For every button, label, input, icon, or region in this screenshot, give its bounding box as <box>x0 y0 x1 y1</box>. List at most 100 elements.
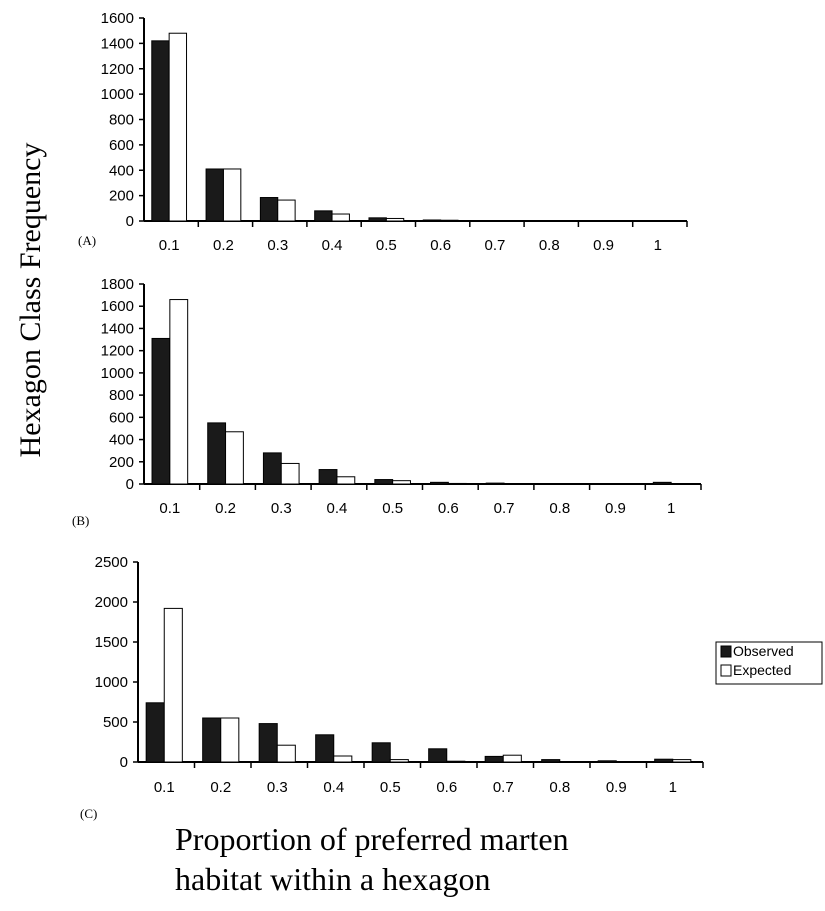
bar-expected-0.3 <box>276 744 296 763</box>
x-tick-label: 0.5 <box>380 779 401 796</box>
x-tick-label: 0.8 <box>549 779 570 796</box>
bar-observed-1 <box>654 758 674 763</box>
x-tick-label: 0.9 <box>606 779 627 796</box>
bar-observed-0.6 <box>422 219 442 222</box>
bar-observed-0.2 <box>202 717 222 763</box>
y-tick-label: 1000 <box>101 86 134 103</box>
y-tick-label: 1000 <box>101 365 134 382</box>
legend-swatch-expected <box>720 664 732 677</box>
x-tick-label: 0.9 <box>593 237 614 254</box>
x-tick-label: 0.8 <box>549 500 570 517</box>
bar-observed-0.8 <box>541 759 561 763</box>
y-tick-label: 600 <box>109 409 134 426</box>
y-tick-label: 800 <box>109 112 134 129</box>
bar-observed-0.3 <box>262 452 282 485</box>
bar-observed-0.1 <box>151 337 171 485</box>
y-tick-label: 400 <box>109 432 134 449</box>
legend-frame <box>715 641 823 685</box>
x-tick-label: 1 <box>654 237 662 254</box>
bar-observed-0.5 <box>374 479 394 485</box>
x-tick-label: 1 <box>669 779 677 796</box>
y-tick-label: 0 <box>126 476 134 493</box>
bar-observed-0.4 <box>315 734 335 763</box>
y-tick-label: 1000 <box>95 674 128 691</box>
y-tick-label: 1400 <box>101 320 134 337</box>
chart-panel-2: 0 200 400 600 800 1000 1200 1400 1600 1800 0.1 0.2 0… <box>72 276 702 528</box>
x-tick-label: 0.3 <box>267 779 288 796</box>
y-tick-label: 400 <box>109 162 134 179</box>
legend-label-observed: Observed <box>733 643 794 659</box>
bar-observed-1 <box>652 481 672 485</box>
bar-expected-0.3 <box>277 199 296 222</box>
bar-expected-0.2 <box>220 717 240 763</box>
panel-label: (C) <box>80 806 97 821</box>
bar-observed-0.6 <box>428 748 448 763</box>
bar-expected-0.3 <box>280 462 300 485</box>
x-tick-label: 0.6 <box>436 779 457 796</box>
y-tick-label: 500 <box>103 714 128 731</box>
x-tick-label: 0.1 <box>159 500 180 517</box>
bar-observed-0.1 <box>145 702 165 763</box>
bar-observed-0.9 <box>597 760 617 763</box>
y-axis-title: Hexagon Class Frequency <box>14 143 47 458</box>
panel-label: (B) <box>72 513 89 528</box>
bar-expected-0.6 <box>446 760 466 763</box>
y-tick-label: 2000 <box>95 594 128 611</box>
x-tick-label: 1 <box>667 500 675 517</box>
x-tick-label: 0.5 <box>382 500 403 517</box>
chart-panel-1: 0 200 400 600 800 1000 1200 1400 1600 0.1 0.2 0.3 0.… <box>78 10 688 254</box>
x-tick-label: 0.9 <box>605 500 626 517</box>
x-tick-label: 0.2 <box>210 779 231 796</box>
y-tick-label: 0 <box>120 754 128 771</box>
x-tick-label: 0.4 <box>323 779 344 796</box>
bar-expected-0.7 <box>502 754 522 763</box>
bar-expected-0.6 <box>440 219 459 222</box>
bar-observed-0.2 <box>207 422 227 485</box>
x-tick-label: 0.6 <box>430 237 451 254</box>
bar-expected-1 <box>672 759 692 763</box>
y-tick-label: 1200 <box>101 61 134 78</box>
x-tick-label: 0.2 <box>215 500 236 517</box>
x-tick-label: 0.4 <box>322 237 343 254</box>
y-tick-label: 600 <box>109 137 134 154</box>
y-tick-label: 1600 <box>101 10 134 27</box>
bar-observed-0.4 <box>318 469 338 485</box>
bar-observed-0.5 <box>368 217 387 222</box>
bar-observed-0.7 <box>484 755 504 763</box>
x-tick-label: 0.4 <box>327 500 348 517</box>
x-tick-label: 0.1 <box>159 237 180 254</box>
x-tick-label: 0.8 <box>539 237 560 254</box>
bar-expected-0.2 <box>225 431 244 485</box>
bar-expected-0.4 <box>331 213 350 222</box>
y-tick-label: 800 <box>109 387 134 404</box>
y-tick-label: 1500 <box>95 634 128 651</box>
y-tick-label: 200 <box>109 454 134 471</box>
legend-swatch-observed <box>720 645 732 658</box>
x-tick-label: 0.3 <box>271 500 292 517</box>
x-tick-label: 0.1 <box>154 779 175 796</box>
bar-expected-0.5 <box>389 759 409 763</box>
y-tick-label: 200 <box>109 188 134 205</box>
x-tick-label: 0.2 <box>213 237 234 254</box>
x-tick-label: 0.7 <box>494 500 515 517</box>
bar-observed-0.3 <box>258 723 278 763</box>
chart-panel-3: 0 500 1000 1500 2000 2500 0.1 0.2 0.3 0.4 0.5 0.6 0.… <box>80 554 704 821</box>
x-axis-title-line-2: habitat within a hexagon <box>175 861 490 897</box>
legend: Observed Expected <box>715 641 823 685</box>
panel-label: (A) <box>78 233 96 248</box>
bar-expected-0.5 <box>392 480 411 485</box>
bar-observed-0.6 <box>430 481 449 485</box>
y-tick-label: 0 <box>126 213 134 230</box>
bar-expected-0.1 <box>169 299 189 485</box>
bar-observed-0.1 <box>151 40 170 222</box>
bar-expected-0.6 <box>447 482 467 485</box>
y-tick-label: 1800 <box>101 276 134 293</box>
x-tick-label: 0.6 <box>438 500 459 517</box>
y-tick-label: 1600 <box>101 298 134 315</box>
bar-expected-0.5 <box>385 217 405 222</box>
x-axis-title-line-1: Proportion of preferred marten <box>175 821 569 857</box>
legend-label-expected: Expected <box>733 662 791 678</box>
x-tick-label: 0.7 <box>493 779 514 796</box>
